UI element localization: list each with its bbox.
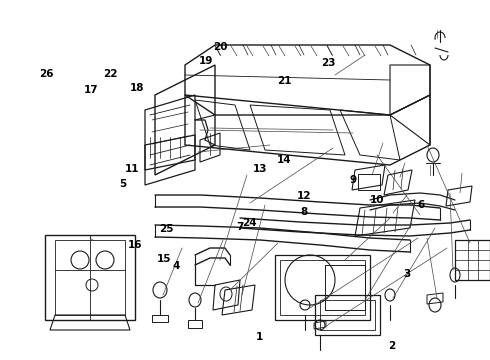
Text: 20: 20 [213,42,228,52]
Text: 14: 14 [277,155,292,165]
Text: 18: 18 [130,83,145,93]
Text: 13: 13 [252,164,267,174]
Bar [358,174,380,190]
Text: 19: 19 [198,56,213,66]
Text: 24: 24 [243,218,257,228]
Text: 2: 2 [389,341,395,351]
Text: 12: 12 [296,191,311,201]
Text: 7: 7 [236,222,244,232]
Text: 15: 15 [157,254,172,264]
Text: 9: 9 [349,175,356,185]
Text: 21: 21 [277,76,292,86]
Text: 6: 6 [418,200,425,210]
Text: 5: 5 [119,179,126,189]
Text: 23: 23 [321,58,336,68]
Text: 26: 26 [39,69,54,79]
Text: 1: 1 [256,332,263,342]
Text: 11: 11 [125,164,140,174]
Text: 4: 4 [172,261,180,271]
Text: 16: 16 [127,240,142,250]
Text: 22: 22 [103,69,118,79]
Text: 10: 10 [370,195,385,205]
Text: 17: 17 [83,85,98,95]
Text: 8: 8 [300,207,307,217]
Text: 3: 3 [403,269,410,279]
Text: 25: 25 [159,224,174,234]
